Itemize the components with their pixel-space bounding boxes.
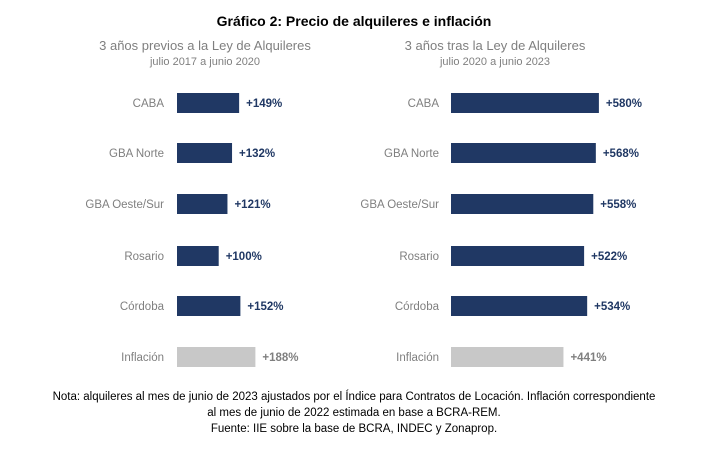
right-value-label-rosario: +522% [591, 251, 627, 263]
left-category-label-gba-norte: GBA Norte [109, 148, 164, 160]
left-panel-subtitle: julio 2017 a junio 2020 [149, 56, 261, 68]
left-value-label-c-rdoba: +152% [247, 301, 283, 313]
right-category-label-c-rdoba: Córdoba [395, 301, 440, 313]
left-bar-inflaci-n [177, 347, 256, 367]
left-value-label-gba-norte: +132% [239, 148, 275, 160]
right-value-label-caba: +580% [606, 98, 642, 110]
left-category-label-caba: CABA [133, 98, 165, 110]
left-category-label-c-rdoba: Córdoba [120, 301, 165, 313]
note-line-2: al mes de junio de 2022 estimada en base… [207, 407, 501, 419]
right-bar-inflaci-n [451, 347, 564, 367]
left-bar-caba [177, 93, 240, 113]
left-category-label-gba-oeste-sur: GBA Oeste/Sur [85, 199, 164, 211]
right-bar-caba [451, 93, 599, 113]
left-value-label-gba-oeste-sur: +121% [234, 199, 270, 211]
right-value-label-inflaci-n: +441% [570, 352, 606, 364]
right-bar-gba-norte [451, 143, 596, 163]
source-line: Fuente: IIE sobre la base de BCRA, INDEC… [210, 423, 498, 435]
left-value-label-inflaci-n: +188% [262, 352, 298, 364]
right-value-label-gba-norte: +568% [603, 148, 639, 160]
left-bar-gba-oeste-sur [177, 194, 228, 214]
left-bar-gba-norte [177, 143, 233, 163]
right-bar-c-rdoba [451, 296, 588, 316]
left-value-label-caba: +149% [246, 98, 282, 110]
right-category-label-rosario: Rosario [399, 251, 439, 263]
left-panel-title: 3 años previos a la Ley de Alquileres [99, 38, 311, 53]
right-category-label-inflaci-n: Inflación [396, 352, 439, 364]
left-value-label-rosario: +100% [226, 251, 262, 263]
left-bar-c-rdoba [177, 296, 241, 316]
right-panel-subtitle: julio 2020 a junio 2023 [439, 56, 551, 68]
right-bar-gba-oeste-sur [451, 194, 594, 214]
figure-title: Gráfico 2: Precio de alquileres e inflac… [216, 13, 492, 29]
right-category-label-caba: CABA [408, 98, 440, 110]
right-category-label-gba-norte: GBA Norte [384, 148, 439, 160]
left-category-label-rosario: Rosario [124, 251, 164, 263]
right-value-label-gba-oeste-sur: +558% [600, 199, 636, 211]
right-value-label-c-rdoba: +534% [594, 301, 630, 313]
right-bar-rosario [451, 246, 585, 266]
left-category-label-inflaci-n: Inflación [121, 352, 164, 364]
right-category-label-gba-oeste-sur: GBA Oeste/Sur [360, 199, 439, 211]
right-panel-title: 3 años tras la Ley de Alquileres [404, 38, 586, 53]
left-bar-rosario [177, 246, 219, 266]
note-line-1: Nota: alquileres al mes de junio de 2023… [52, 391, 656, 403]
